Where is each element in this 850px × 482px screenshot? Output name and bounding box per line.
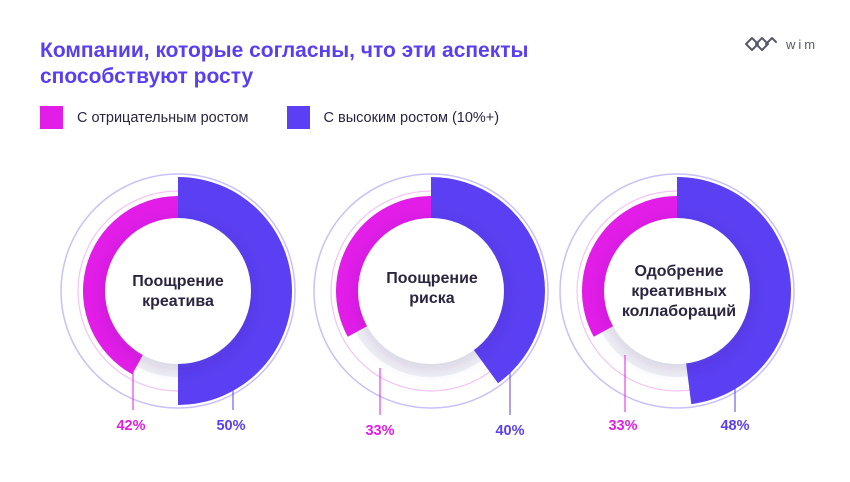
chart-title: Компании, которые согласны, что эти аспе…: [40, 38, 600, 90]
legend-label-negative: С отрицательным ростом: [77, 109, 249, 126]
chart-1-negative-arc: [82, 196, 178, 375]
chart-3-high-arc: [677, 177, 792, 405]
chart-2-label-line: риска: [409, 290, 455, 307]
chart-2-negative-value: 33%: [365, 423, 395, 439]
legend-item-negative: С отрицательным ростом: [40, 106, 249, 129]
legend-item-high: С высоким ростом (10%+): [286, 106, 500, 129]
chart-1-negative-value: 42%: [116, 418, 146, 434]
chart-1-high-arc: [178, 177, 292, 405]
brand-logo: wim: [744, 36, 818, 52]
logo-text: wim: [786, 36, 819, 52]
chart-3-label-line: креативных: [631, 283, 727, 300]
chart-1-center-label: Поощрение креатива: [103, 272, 253, 312]
chart-3-outline-high: [559, 173, 795, 409]
legend-swatch-high: [286, 106, 310, 129]
chart-1-high-value: 50%: [216, 418, 246, 434]
chart-3-center-disk: [604, 218, 750, 364]
chart-1-label-line: креатива: [142, 293, 214, 310]
chart-3-label-line: Одобрение: [634, 263, 724, 280]
chart-title-line-2: способствуют росту: [40, 65, 254, 88]
legend-label-high: С высоким ростом (10%+): [323, 109, 500, 126]
chart-2-outline-high: [313, 173, 549, 409]
legend-swatch-negative: [40, 106, 63, 129]
chart-2-high-value: 40%: [495, 423, 525, 439]
chart-3-high-value: 48%: [720, 418, 750, 434]
chart-1-center-disk: [105, 218, 251, 364]
chart-2-center-label: Поощрение риска: [357, 269, 507, 309]
chart-1-outline-high: [60, 173, 296, 409]
chart-2-label-line: Поощрение: [386, 270, 478, 287]
chart-1-label-line: Поощрение: [132, 273, 224, 290]
chart-3-label-line: коллабораций: [621, 303, 737, 320]
chart-3-center-label: Одобрение креативных коллабораций: [604, 262, 754, 322]
chart-3-negative-value: 33%: [608, 418, 638, 434]
chart-title-line-1: Компании, которые согласны, что эти аспе…: [40, 39, 529, 62]
wim-logo-icon: [745, 37, 777, 51]
legend: С отрицательным ростом С высоким ростом …: [40, 106, 537, 129]
chart-2-center-disk: [358, 218, 504, 364]
chart-2-high-arc: [431, 177, 545, 384]
